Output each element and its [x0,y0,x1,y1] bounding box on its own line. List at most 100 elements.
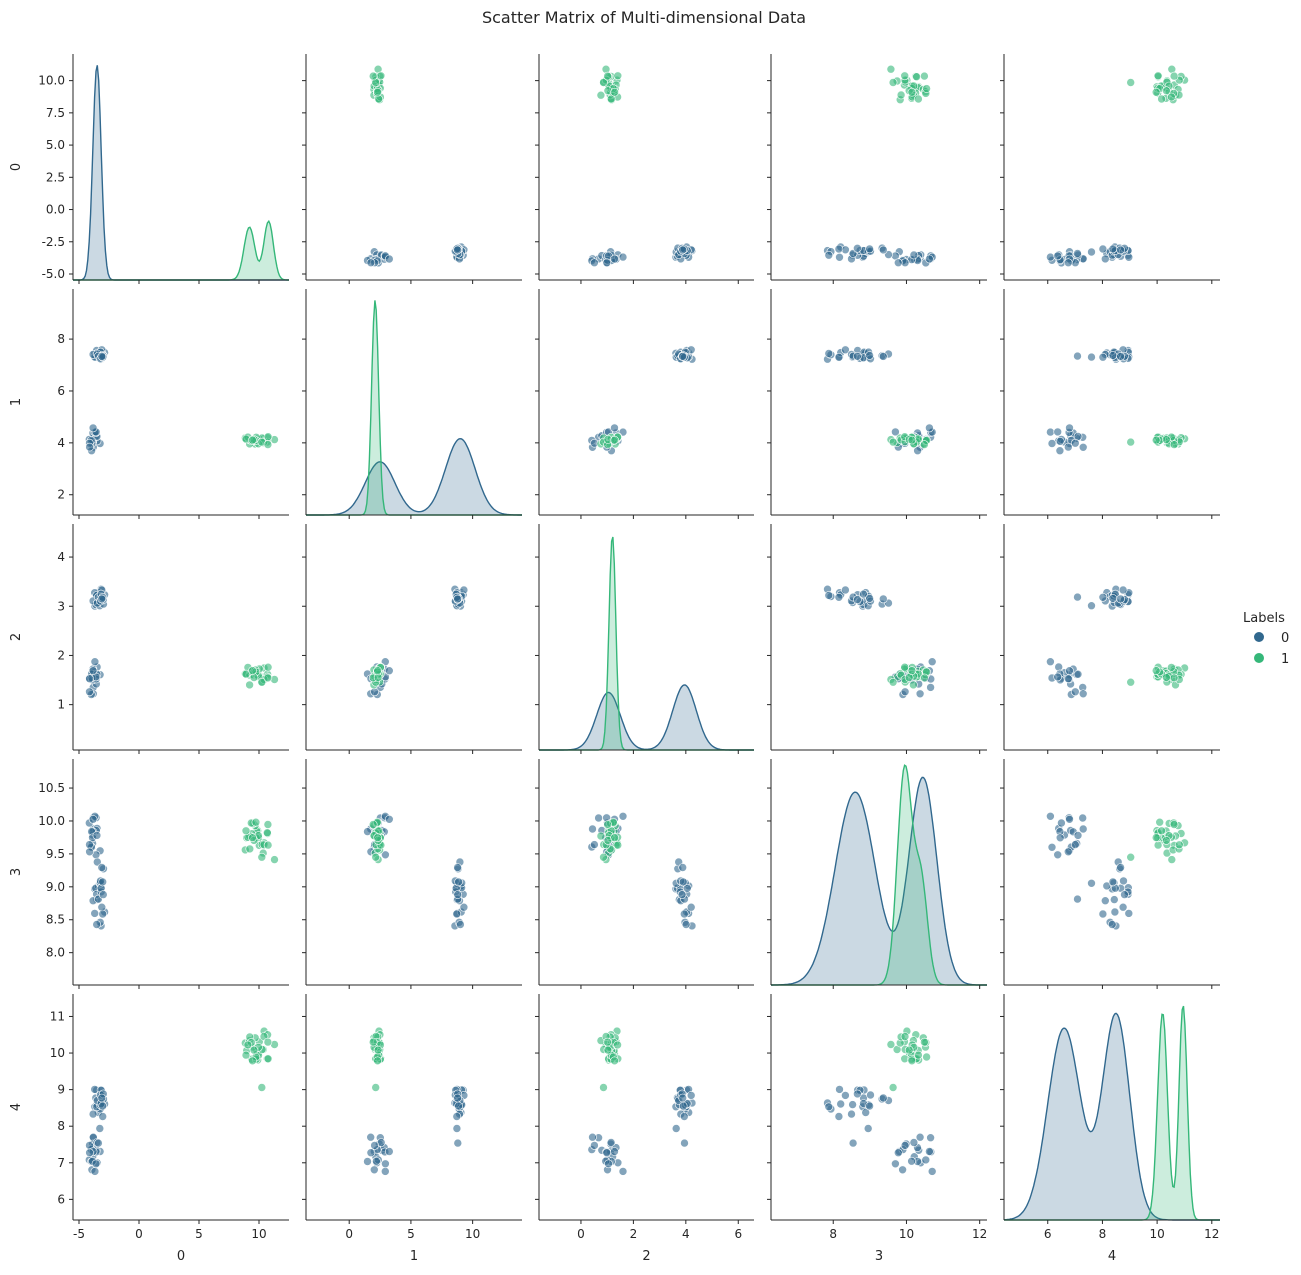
y-tick-label: 7 [57,1156,65,1170]
point-0-2-15 [590,258,599,268]
point-4-3-11 [909,1138,919,1147]
point-0-2-65 [613,71,623,81]
point-0-2-74 [610,87,619,97]
y-axis-label-0: 0 [9,163,24,171]
point-3-4-29 [1107,920,1117,929]
panel-2-4 [1000,524,1220,754]
x-tick-label: 8 [1099,1227,1107,1241]
y-tick-label: 5.0 [46,138,65,152]
point-4-2-17 [604,1159,613,1169]
point-3-1-17 [381,850,390,860]
point-4-3-32 [841,1091,850,1100]
point-3-4-13 [1047,842,1057,852]
point-1-4-17 [1053,427,1062,437]
point-0-3-65 [900,71,910,81]
point-1-4-10 [1055,436,1065,446]
point-4-1-34 [452,1124,462,1133]
point-0-3-19 [893,258,903,268]
point-4-3-29 [824,1102,834,1112]
point-3-2-15 [590,840,599,849]
point-1-4-19 [1064,442,1073,452]
point-2-0-71 [257,677,267,687]
point-4-3-41 [865,1101,874,1111]
point-3-4-16 [1046,811,1055,821]
point-2-3-15 [900,687,910,697]
point-2-4-73 [1162,673,1171,682]
point-2-3-71 [888,677,898,687]
point-4-0-16 [90,1167,100,1176]
y-tick-label: 1 [57,698,65,712]
point-4-3-19 [893,1148,903,1157]
point-4-1-10 [372,1156,381,1166]
point-2-3-29 [824,591,834,600]
point-3-2-32 [686,902,696,912]
point-4-3-42 [853,1089,862,1099]
point-0-3-46 [886,64,896,74]
point-4-3-73 [904,1045,914,1055]
point-2-0-74 [248,666,257,675]
point-0-4-68 [1157,94,1166,104]
point-0-3-41 [865,244,874,254]
point-4-1-18 [384,1147,394,1156]
point-2-4-2 [1078,689,1088,699]
point-0-3-72 [920,71,929,81]
point-4-1-2 [366,1132,376,1142]
x-axis-label-1: 1 [410,1249,418,1264]
point-3-2-65 [613,840,623,850]
x-tick-label: 0 [135,1227,143,1241]
point-0-3-28 [835,252,844,262]
point-4-2-66 [613,1040,622,1050]
point-4-0-66 [243,1040,253,1050]
panel-0-2 [535,54,754,284]
point-4-1-15 [370,1141,379,1150]
point-2-4-44 [1116,594,1125,604]
point-0-1-44 [453,245,462,255]
point-4-3-34 [863,1124,873,1133]
kde-fill-3-label-0 [771,777,987,985]
point-1-0-65 [263,432,273,442]
point-0-3-70 [922,84,931,93]
point-3-2-74 [610,833,619,842]
x-tick-label: 12 [1204,1227,1219,1241]
point-3-4-71 [1126,852,1135,862]
point-2-4-11 [1073,669,1083,679]
point-4-3-46 [886,1040,896,1049]
point-2-3-2 [915,689,925,699]
kde-fill-4-label-0 [1004,1013,1220,1220]
point-1-2-18 [610,423,619,433]
point-3-1-72 [368,820,378,829]
point-4-0-73 [249,1045,259,1055]
y-axis-label-2: 2 [9,633,24,641]
point-2-4-17 [1053,672,1062,682]
panel-1-1 [302,289,522,519]
legend-label-1: 1 [1281,652,1289,667]
point-3-0-59 [262,828,272,838]
point-3-4-42 [1120,890,1129,899]
point-3-4-11 [1073,831,1083,840]
point-3-2-39 [682,883,692,893]
panel-4-1: 0 5 10 [302,994,522,1241]
point-0-4-66 [1167,92,1176,102]
point-3-4-1 [1078,813,1087,823]
point-4-1-43 [452,1112,462,1121]
point-2-3-42 [853,595,862,604]
kde-fill-0-label-1 [73,221,289,280]
point-0-2-18 [610,254,619,264]
panel-1-2 [535,289,754,519]
point-3-4-15 [1071,840,1080,849]
legend-marker-1 [1254,653,1264,663]
point-1-0-74 [248,435,257,445]
point-0-2-68 [606,94,616,104]
point-4-0-71 [257,1083,267,1092]
point-4-0-72 [263,1037,273,1047]
point-1-4-2 [1078,442,1088,452]
point-3-0-70 [251,817,261,827]
point-0-2-58 [596,90,606,100]
point-3-4-40 [1119,876,1128,886]
point-3-0-65 [263,840,273,850]
point-3-0-74 [248,833,257,842]
point-4-3-17 [891,1159,900,1169]
point-3-2-16 [618,811,628,821]
point-2-4-72 [1169,673,1179,683]
point-4-2-19 [602,1148,612,1157]
